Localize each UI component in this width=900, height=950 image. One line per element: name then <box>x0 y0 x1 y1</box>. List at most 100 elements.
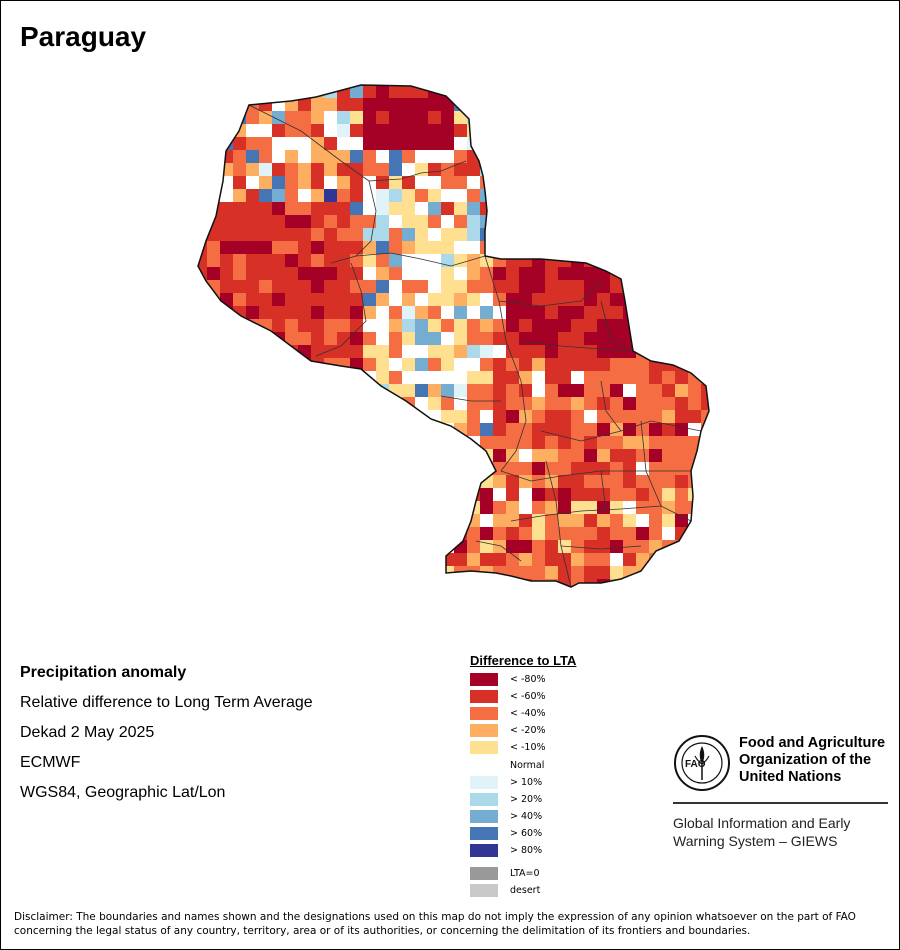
anomaly-cell <box>558 189 571 202</box>
anomaly-cell <box>311 280 324 293</box>
info-heading: Precipitation anomaly <box>20 664 187 681</box>
anomaly-cell <box>649 202 662 215</box>
anomaly-cell <box>636 280 649 293</box>
anomaly-cell <box>415 202 428 215</box>
anomaly-cell <box>324 124 337 137</box>
anomaly-cell <box>571 150 584 163</box>
disclaimer: Disclaimer: The boundaries and names sho… <box>14 910 890 938</box>
anomaly-cell <box>363 150 376 163</box>
anomaly-cell <box>506 293 519 306</box>
anomaly-cell <box>662 345 675 358</box>
anomaly-cell <box>337 137 350 150</box>
anomaly-cell <box>337 280 350 293</box>
anomaly-cell <box>662 163 675 176</box>
anomaly-cell <box>441 332 454 345</box>
anomaly-cell <box>337 410 350 423</box>
anomaly-cell <box>701 488 709 501</box>
anomaly-cell <box>649 215 662 228</box>
anomaly-cell <box>220 345 233 358</box>
anomaly-cell <box>480 514 493 527</box>
anomaly-cell <box>402 462 415 475</box>
anomaly-cell <box>441 514 454 527</box>
anomaly-cell <box>636 540 649 553</box>
anomaly-cell <box>454 202 467 215</box>
anomaly-cell <box>597 85 610 98</box>
anomaly-cell <box>428 163 441 176</box>
anomaly-cell <box>198 579 207 587</box>
anomaly-cell <box>610 449 623 462</box>
anomaly-cell <box>545 124 558 137</box>
anomaly-cell <box>532 345 545 358</box>
anomaly-cell <box>259 579 272 587</box>
anomaly-cell <box>454 449 467 462</box>
anomaly-cell <box>376 189 389 202</box>
anomaly-cell <box>649 423 662 436</box>
anomaly-cell <box>701 319 709 332</box>
anomaly-cell <box>324 384 337 397</box>
anomaly-cell <box>311 202 324 215</box>
anomaly-cell <box>285 137 298 150</box>
anomaly-cell <box>259 280 272 293</box>
anomaly-cell <box>571 345 584 358</box>
anomaly-cell <box>415 371 428 384</box>
anomaly-cell <box>649 384 662 397</box>
anomaly-cell <box>636 189 649 202</box>
anomaly-cell <box>688 384 701 397</box>
anomaly-cell <box>311 423 324 436</box>
giews-name: Global Information and Early Warning Sys… <box>673 814 850 850</box>
anomaly-cell <box>558 176 571 189</box>
anomaly-cell <box>493 436 506 449</box>
anomaly-cell <box>389 189 402 202</box>
anomaly-cell <box>610 306 623 319</box>
anomaly-cell <box>233 358 246 371</box>
legend-swatch <box>470 707 498 721</box>
anomaly-cell <box>519 345 532 358</box>
anomaly-cell <box>415 228 428 241</box>
anomaly-cell <box>441 488 454 501</box>
anomaly-cell <box>467 540 480 553</box>
anomaly-cell <box>311 111 324 124</box>
org-name-line1: Food and Agriculture <box>739 735 886 751</box>
anomaly-cell <box>480 137 493 150</box>
anomaly-cell <box>701 540 709 553</box>
anomaly-cell <box>558 98 571 111</box>
anomaly-cell <box>415 189 428 202</box>
anomaly-cell <box>285 410 298 423</box>
anomaly-cell <box>272 215 285 228</box>
anomaly-cell <box>311 150 324 163</box>
anomaly-cell <box>233 527 246 540</box>
anomaly-cell <box>662 85 675 98</box>
anomaly-cell <box>623 397 636 410</box>
legend-row: < -10% <box>470 741 610 755</box>
anomaly-cell <box>688 111 701 124</box>
anomaly-cell <box>662 462 675 475</box>
anomaly-cell <box>441 358 454 371</box>
anomaly-cell <box>402 319 415 332</box>
anomaly-cell <box>220 514 233 527</box>
anomaly-cell <box>662 202 675 215</box>
anomaly-cell <box>350 345 363 358</box>
anomaly-cell <box>662 176 675 189</box>
anomaly-cell <box>428 501 441 514</box>
anomaly-cell <box>610 475 623 488</box>
anomaly-cell <box>311 293 324 306</box>
anomaly-cell <box>402 514 415 527</box>
anomaly-cell <box>376 85 389 98</box>
anomaly-cell <box>428 241 441 254</box>
anomaly-cell <box>298 189 311 202</box>
anomaly-cell <box>402 124 415 137</box>
anomaly-cell <box>584 410 597 423</box>
anomaly-cell <box>428 553 441 566</box>
anomaly-cell <box>584 514 597 527</box>
anomaly-cell <box>402 527 415 540</box>
anomaly-cell <box>519 488 532 501</box>
anomaly-cell <box>506 280 519 293</box>
department-boundaries <box>248 104 702 588</box>
anomaly-cell <box>688 319 701 332</box>
anomaly-cell <box>532 332 545 345</box>
anomaly-cell <box>519 423 532 436</box>
anomaly-cell <box>493 215 506 228</box>
anomaly-cell <box>467 163 480 176</box>
anomaly-cell <box>623 436 636 449</box>
anomaly-cell <box>311 566 324 579</box>
